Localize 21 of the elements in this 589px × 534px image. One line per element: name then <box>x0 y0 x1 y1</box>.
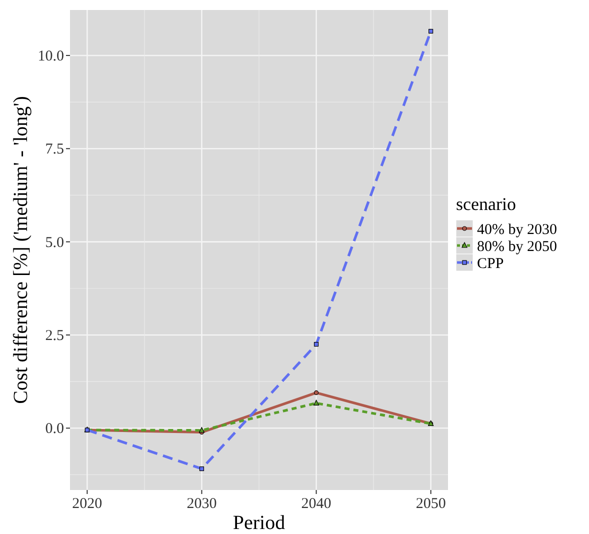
x-tick-label: 2040 <box>301 496 332 512</box>
legend-label: CPP <box>477 256 504 272</box>
x-tick-label: 2030 <box>186 496 217 512</box>
y-tick-label: 5.0 <box>45 234 64 251</box>
point <box>199 466 204 472</box>
point <box>198 427 205 433</box>
y-tick-label: 7.5 <box>45 142 64 158</box>
x-tick-label: 2050 <box>416 496 446 512</box>
x-axis-title: Period <box>232 512 286 534</box>
point <box>314 390 319 396</box>
y-tick-label: 2.5 <box>45 328 64 344</box>
legend-label: 40% by 2030 <box>477 222 557 238</box>
x-tick-label: 2020 <box>72 496 102 512</box>
y-axis-title: Cost difference [%] ('medium' - 'long') <box>10 96 32 404</box>
point <box>314 342 319 347</box>
y-tick-label: 0.0 <box>45 421 64 438</box>
legend-label: 80% by 2050 <box>477 239 557 255</box>
legend-title: scenario <box>456 194 516 214</box>
y-tick-label: 10.0 <box>38 48 64 64</box>
point <box>313 400 320 406</box>
point <box>428 28 434 34</box>
